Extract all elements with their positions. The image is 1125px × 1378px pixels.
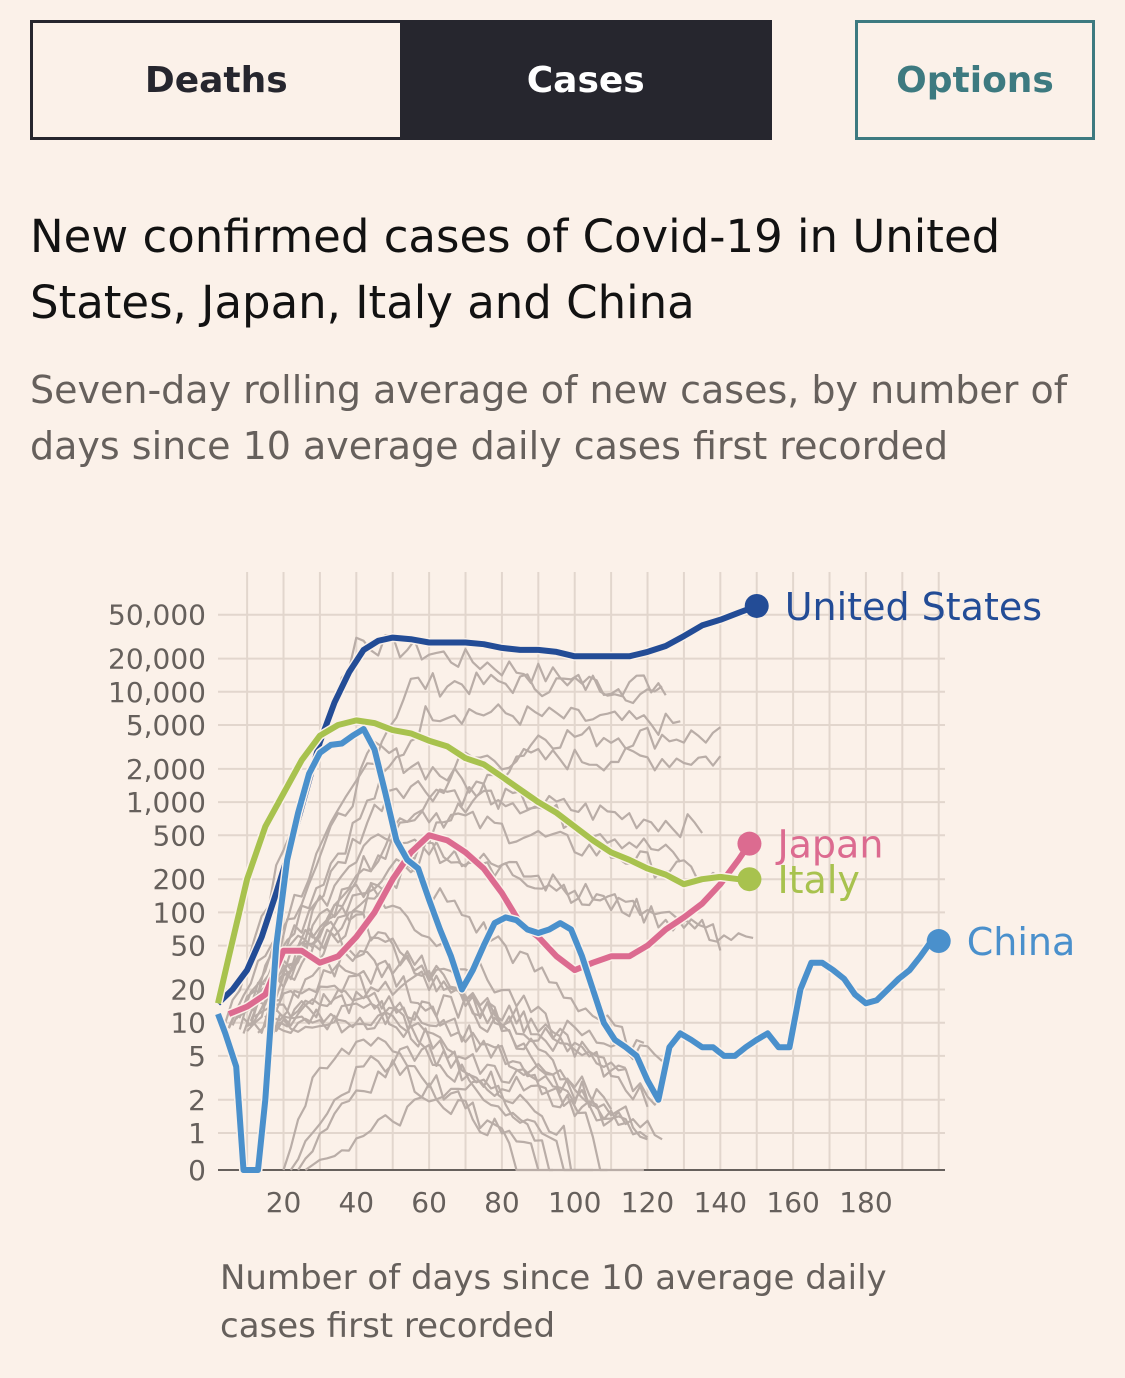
other-country-line	[253, 950, 648, 1141]
y-tick-label: 1,000	[126, 786, 206, 819]
highlighted-series	[213, 593, 951, 1175]
other-countries-lines	[224, 633, 754, 1172]
y-tick-label: 200	[153, 863, 206, 896]
y-tick-label: 500	[153, 819, 206, 852]
tab-deaths[interactable]: Deaths	[30, 20, 400, 140]
united-states-label: United States	[785, 585, 1042, 629]
y-tick-label: 10,000	[108, 676, 206, 709]
japan-end-point	[737, 831, 762, 856]
other-country-line	[297, 1059, 553, 1172]
x-tick-label: 40	[338, 1186, 374, 1219]
x-tick-label: 100	[548, 1186, 601, 1219]
other-country-line	[227, 703, 681, 1029]
x-tick-label: 160	[766, 1186, 819, 1219]
x-tick-label: 180	[839, 1186, 892, 1219]
x-tick-label: 120	[621, 1186, 674, 1219]
y-tick-label: 2	[188, 1084, 206, 1117]
other-country-line	[246, 903, 626, 1127]
italy-label: Italy	[777, 858, 859, 902]
japan-line	[227, 832, 752, 1017]
x-tick-label: 60	[411, 1186, 447, 1219]
china-line	[215, 726, 939, 1173]
y-tick-label: 0	[188, 1154, 206, 1187]
other-country-line	[271, 1006, 593, 1172]
x-tick-label: 140	[694, 1186, 747, 1219]
italy-line	[215, 717, 750, 1004]
other-country-line	[282, 1036, 539, 1172]
y-tick-label: 20	[170, 973, 206, 1006]
y-tick-label: 100	[153, 896, 206, 929]
italy-end-point	[737, 867, 762, 892]
x-tick-label: 20	[266, 1186, 302, 1219]
china-end-point	[926, 929, 951, 954]
y-tick-label: 10	[170, 1007, 206, 1040]
other-country-line	[238, 809, 721, 1030]
other-country-line	[289, 1043, 613, 1171]
other-country-line	[304, 1075, 663, 1171]
y-tick-label: 5	[188, 1040, 206, 1073]
other-country-line	[227, 671, 667, 1028]
y-tick-label: 50,000	[108, 599, 206, 632]
japan-label: Japan	[775, 823, 883, 867]
y-tick-label: 5,000	[126, 709, 206, 742]
y-tick-label: 2,000	[126, 753, 206, 786]
other-country-line	[257, 962, 608, 1172]
x-axis-label: Number of days since 10 average daily ca…	[220, 1258, 887, 1346]
y-tick-label: 50	[170, 930, 206, 963]
y-tick-label: 1	[188, 1117, 206, 1150]
chart-tab-bar: Deaths Cases	[30, 20, 772, 140]
other-country-line	[267, 994, 663, 1062]
other-country-line	[260, 970, 664, 1106]
options-button[interactable]: Options	[855, 20, 1095, 140]
united-states-end-point	[744, 593, 769, 618]
tab-cases[interactable]: Cases	[399, 20, 772, 140]
other-country-line	[235, 780, 703, 1019]
x-axis-ticks: 20 40 60 80 100 120 140 160 180	[266, 1186, 893, 1219]
y-tick-label: 20,000	[108, 643, 206, 676]
chart-subtitle: Seven-day rolling average of new cases, …	[30, 368, 1068, 468]
other-country-line	[235, 740, 682, 1020]
other-country-line	[275, 1011, 649, 1139]
x-tick-label: 80	[484, 1186, 520, 1219]
china-label: China	[967, 920, 1076, 964]
chart-title: New confirmed cases of Covid-19 in Unite…	[30, 210, 1001, 329]
other-country-line	[264, 988, 572, 1172]
